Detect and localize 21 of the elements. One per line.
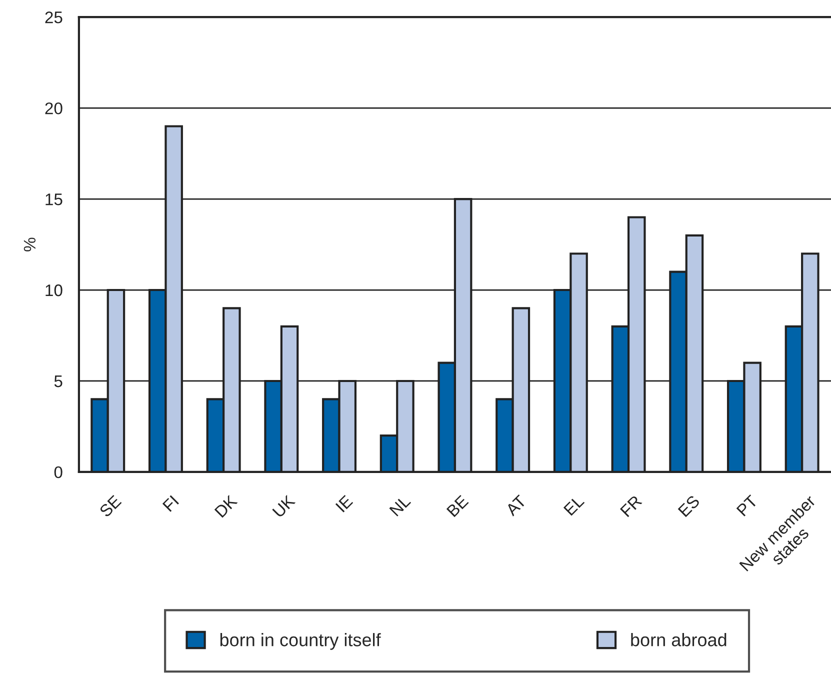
x-tick-label: ES (678, 494, 700, 518)
legend-label: born in country itself (220, 633, 381, 650)
x-tick-label: BE (446, 494, 469, 518)
y-tick-label: 25 (45, 12, 62, 24)
x-tick-label: FR (620, 494, 642, 518)
y-tick-label: 0 (54, 466, 62, 478)
y-tick-label: 10 (46, 284, 62, 296)
x-tick-label: DK (214, 494, 238, 518)
y-tick-label: 15 (46, 194, 62, 206)
x-tick-label: PT (736, 494, 758, 516)
x-tick-label: AT (504, 494, 527, 516)
x-tick-label: SE (98, 494, 122, 518)
x-tick-label: IE (335, 494, 354, 512)
y-tick-label: 20 (45, 102, 62, 114)
x-tick-label: EL (563, 494, 585, 516)
y-tick-label: 5 (54, 376, 62, 388)
y-axis-title: % (24, 238, 36, 252)
x-tick-label: NL (389, 494, 412, 516)
legend-label: born abroad (631, 633, 726, 646)
x-tick-label: FI (162, 495, 179, 512)
x-tick-label: UK (272, 494, 296, 518)
